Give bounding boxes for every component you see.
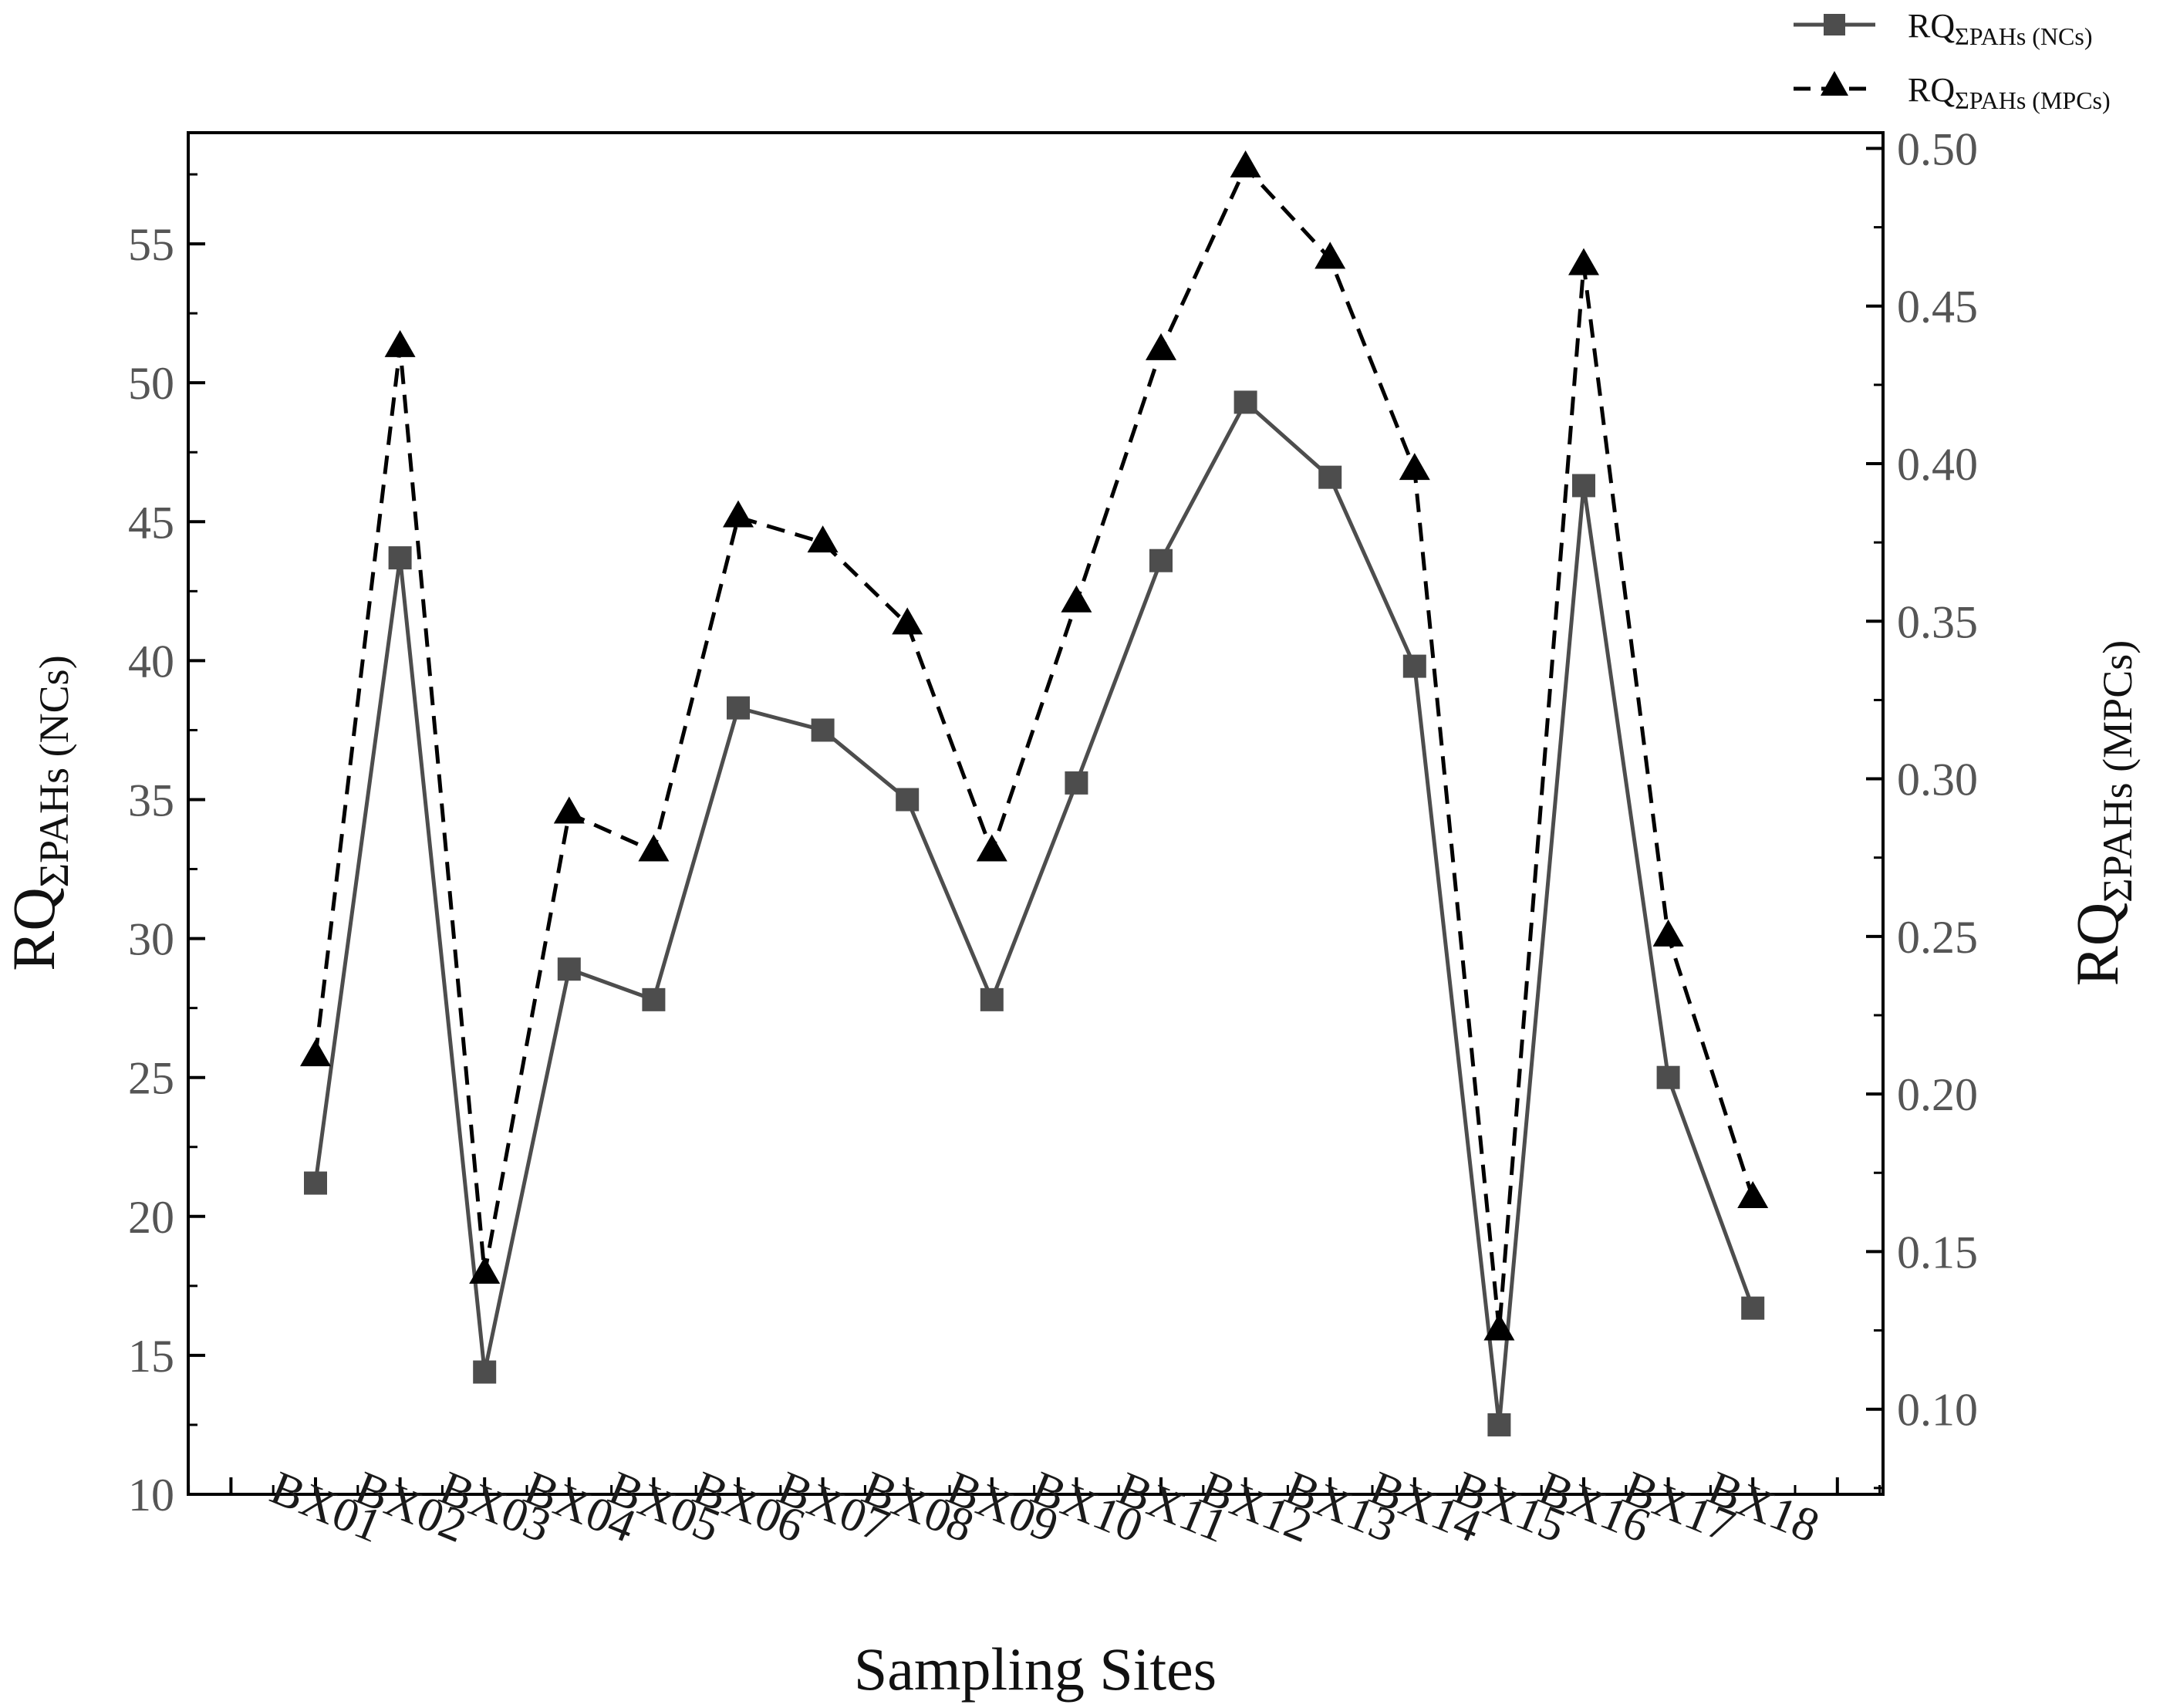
y-right-tick-label: 0.30 xyxy=(1897,754,1978,805)
data-point-ncs xyxy=(896,788,920,812)
legend-marker-mpcs xyxy=(1821,71,1848,96)
data-point-ncs xyxy=(557,957,581,981)
data-point-ncs xyxy=(1572,474,1595,498)
data-point-mpcs xyxy=(1146,332,1176,360)
y-right-title-sub: ΣPAHs (MPCs) xyxy=(2094,640,2141,903)
x-axis-title: Sampling Sites xyxy=(854,1635,1217,1703)
data-point-mpcs xyxy=(300,1039,331,1067)
data-point-ncs xyxy=(1318,465,1342,489)
legend: RQΣPAHs (NCs) RQΣPAHs (MPCs) xyxy=(1794,7,2111,114)
data-point-ncs xyxy=(980,987,1004,1011)
left-axis: 10 15 20 25 30 35 40 45 50 55 xyxy=(128,173,205,1521)
data-point-ncs xyxy=(1656,1065,1680,1089)
y-right-tick-label: 0.15 xyxy=(1897,1227,1978,1278)
data-point-ncs xyxy=(642,987,666,1011)
y-right-axis-title: RQΣPAHs (MPCs) xyxy=(2064,640,2141,986)
y-left-tick-label: 50 xyxy=(128,358,174,409)
legend-label-ncs-sub: ΣPAHs (NCs) xyxy=(1955,22,2092,50)
legend-label-mpcs: RQΣPAHs (MPCs) xyxy=(1908,71,2111,114)
y-left-tick-label: 15 xyxy=(128,1331,174,1382)
data-point-mpcs xyxy=(807,525,839,553)
data-point-ncs xyxy=(811,718,835,742)
y-left-tick-label: 25 xyxy=(128,1053,174,1104)
y-right-title-main: RQ xyxy=(2064,903,2131,986)
y-left-tick-label: 35 xyxy=(128,775,174,825)
data-point-ncs xyxy=(1149,549,1173,572)
y-right-tick-label: 0.40 xyxy=(1897,439,1978,490)
y-left-tick-label: 45 xyxy=(128,497,174,548)
data-point-mpcs xyxy=(638,834,670,862)
data-point-mpcs xyxy=(976,834,1007,862)
y-right-tick-label: 0.35 xyxy=(1897,596,1978,647)
data-point-ncs xyxy=(1741,1296,1765,1320)
legend-label-ncs-main: RQ xyxy=(1908,7,1955,45)
y-left-tick-label: 40 xyxy=(128,636,174,687)
y-left-tick-label: 10 xyxy=(128,1470,174,1521)
data-point-mpcs xyxy=(1483,1313,1515,1341)
y-left-title-sub: ΣPAHs (NCs) xyxy=(31,655,77,887)
y-right-tick-label: 0.25 xyxy=(1897,912,1978,963)
y-right-tick-label: 0.20 xyxy=(1897,1069,1978,1120)
y-right-tick-label: 0.50 xyxy=(1897,123,1978,174)
y-left-tick-label: 20 xyxy=(128,1192,174,1243)
data-point-mpcs xyxy=(1230,150,1261,177)
data-point-mpcs xyxy=(1061,585,1092,613)
right-axis: 0.10 0.15 0.20 0.25 0.30 0.35 0.40 0.45 0.50 xyxy=(1866,123,1978,1490)
y-left-title-main: RQ xyxy=(0,887,67,970)
y-right-tick-label: 0.10 xyxy=(1897,1385,1978,1436)
data-point-mpcs xyxy=(1399,453,1430,481)
data-point-mpcs xyxy=(553,796,585,824)
series-layer xyxy=(300,150,1769,1436)
data-point-mpcs xyxy=(1314,241,1346,269)
data-point-ncs xyxy=(1233,390,1257,414)
legend-marker-ncs xyxy=(1824,14,1845,35)
data-point-ncs xyxy=(1487,1413,1511,1436)
data-point-mpcs xyxy=(469,1257,501,1284)
data-point-ncs xyxy=(388,546,412,570)
series-line-ncs xyxy=(313,400,1755,1427)
data-point-ncs xyxy=(304,1171,327,1195)
y-left-tick-label: 55 xyxy=(128,219,174,270)
legend-label-mpcs-main: RQ xyxy=(1908,71,1955,109)
data-point-ncs xyxy=(1065,771,1088,795)
data-point-ncs xyxy=(727,696,750,720)
y-left-tick-label: 30 xyxy=(128,914,174,965)
data-point-mpcs xyxy=(1737,1180,1769,1208)
legend-label-ncs: RQΣPAHs (NCs) xyxy=(1908,7,2093,50)
data-point-mpcs xyxy=(384,329,416,357)
data-point-ncs xyxy=(1402,654,1426,678)
legend-label-mpcs-sub: ΣPAHs (MPCs) xyxy=(1955,86,2111,114)
series-line-mpcs xyxy=(313,165,1755,1333)
data-point-ncs xyxy=(473,1360,497,1384)
data-point-mpcs xyxy=(1652,919,1684,947)
y-right-tick-label: 0.45 xyxy=(1897,282,1978,332)
plot-frame xyxy=(187,131,1885,1496)
data-point-mpcs xyxy=(723,500,754,528)
y-left-axis-title: RQΣPAHs (NCs) xyxy=(0,655,77,970)
data-point-mpcs xyxy=(1568,248,1599,275)
data-point-mpcs xyxy=(892,607,923,635)
